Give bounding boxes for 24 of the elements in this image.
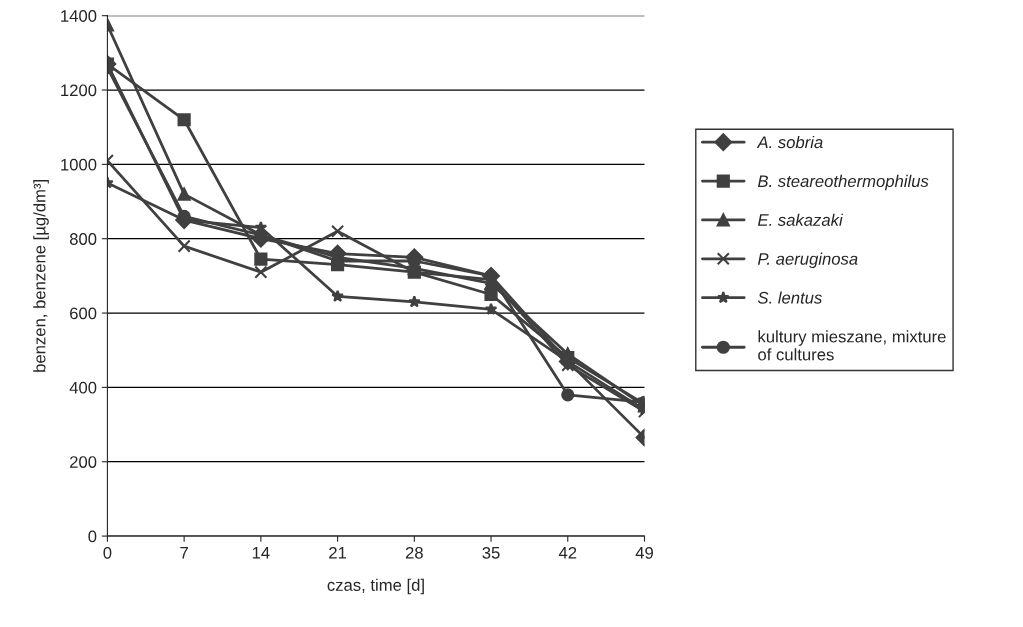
x-tick-label: 14 bbox=[252, 547, 270, 559]
legend-label: B. steareothermophilus bbox=[757, 174, 929, 191]
y-tick-label: 200 bbox=[70, 456, 97, 468]
x-tick-label: 28 bbox=[405, 546, 423, 559]
legend-label: E. sakazaki bbox=[757, 213, 844, 226]
x-tick-label: 49 bbox=[635, 546, 653, 559]
x-tick-label: 21 bbox=[329, 546, 347, 559]
legend-label: P. aeruginosa bbox=[757, 252, 858, 269]
y-tick-label: 0 bbox=[88, 530, 97, 543]
x-tick-label: 0 bbox=[103, 546, 112, 559]
x-tick-label: 42 bbox=[558, 546, 577, 559]
y-tick-label: 800 bbox=[69, 233, 97, 245]
y-tick-label: 1200 bbox=[61, 84, 97, 97]
y-tick-label: 400 bbox=[69, 381, 97, 394]
x-axis-title: czas, time [d] bbox=[327, 578, 424, 595]
y-axis-title: benzen, benzene [µg/dm³] bbox=[33, 180, 49, 372]
y-tick-label: 1000 bbox=[61, 158, 97, 171]
x-tick-label: 7 bbox=[180, 547, 188, 559]
legend-label: S. lentus bbox=[757, 291, 822, 304]
legend-label: A. sobria bbox=[756, 135, 823, 149]
y-tick-label: 600 bbox=[70, 307, 97, 320]
y-tick-label: 1400 bbox=[61, 10, 97, 22]
legend-label: kultury mieszane, mixture of cultures bbox=[758, 330, 946, 361]
x-tick-label: 35 bbox=[482, 546, 500, 559]
